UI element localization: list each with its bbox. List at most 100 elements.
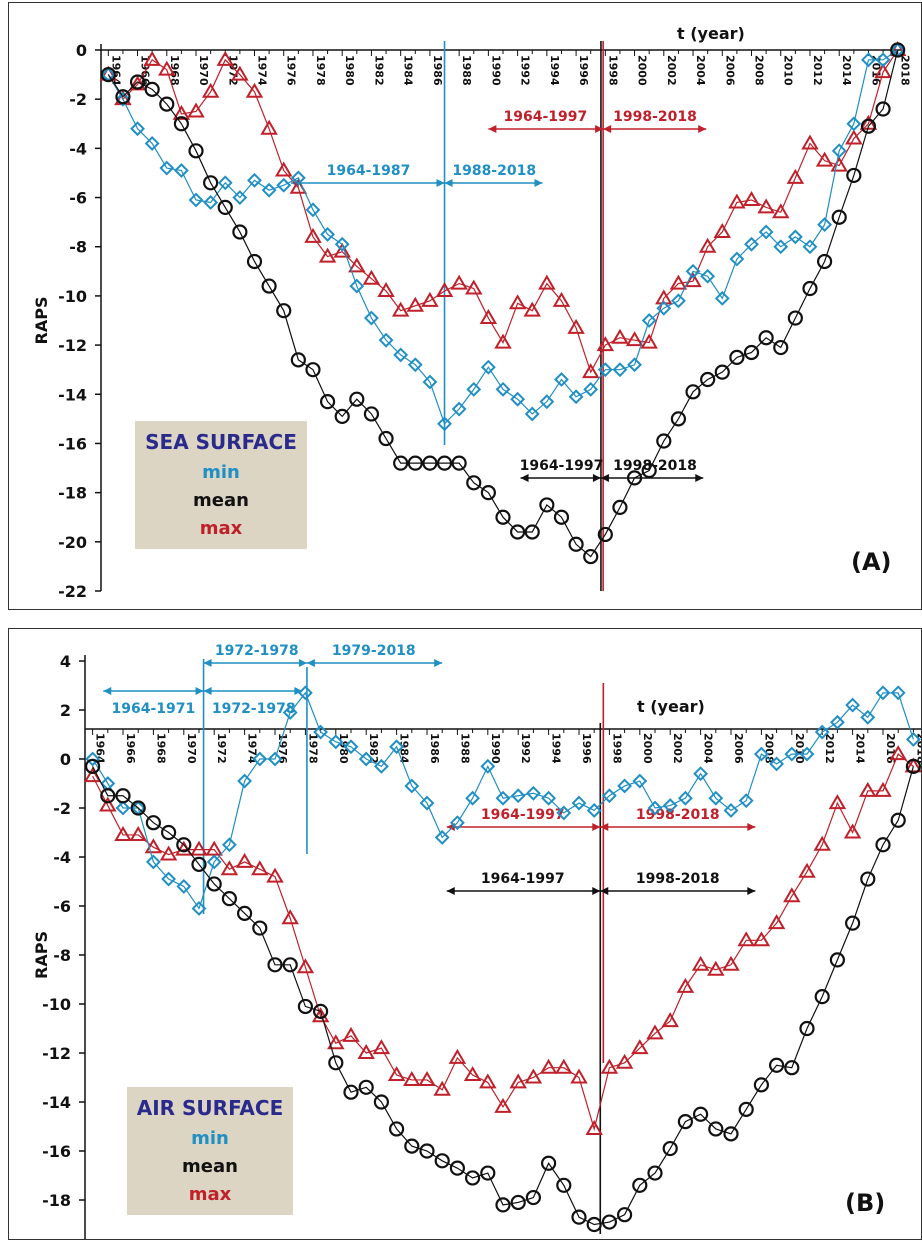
legend-max: max — [188, 1184, 232, 1205]
max-point — [523, 301, 541, 317]
max-point — [433, 1080, 451, 1096]
x-tick-label: 2004 — [694, 55, 707, 86]
mean-point — [176, 837, 192, 853]
max-point — [509, 1073, 527, 1089]
max-point — [260, 119, 278, 135]
mean-point — [556, 1177, 572, 1193]
max-point — [757, 198, 775, 214]
x-tick-label: 1990 — [489, 55, 502, 86]
max-point — [874, 63, 892, 79]
mean-point — [700, 371, 716, 388]
x-tick-label: 2002 — [665, 55, 678, 86]
min-point — [890, 685, 906, 701]
period-label: 1998-2018 — [636, 871, 720, 887]
min-point — [641, 313, 657, 328]
y-tick-label: -18 — [58, 484, 87, 503]
mean-point — [221, 891, 237, 907]
x-tick-label: 2008 — [753, 55, 766, 86]
mean-point — [510, 524, 526, 540]
mean-point — [451, 455, 467, 471]
min-point — [685, 263, 701, 279]
min-point — [617, 778, 633, 794]
x-tick-label: 1992 — [519, 55, 532, 86]
mean-point — [510, 1194, 526, 1211]
min-point — [358, 751, 374, 767]
legend-a: SEA SURFACE min mean max — [135, 421, 307, 549]
min-point — [744, 236, 759, 252]
min-point — [846, 116, 862, 132]
max-point — [387, 1066, 406, 1082]
mean-point — [601, 1214, 618, 1230]
max-point — [552, 291, 571, 307]
mean-point — [276, 303, 292, 319]
x-tick-label: 1990 — [489, 733, 502, 764]
x-tick-label: 2000 — [641, 733, 654, 764]
mean-point — [692, 1106, 709, 1122]
mean-point — [282, 957, 298, 973]
min-point — [787, 229, 803, 245]
max-point — [698, 237, 717, 253]
max-point — [676, 977, 695, 993]
max-point — [640, 333, 658, 349]
mean-point — [758, 330, 774, 346]
min-point — [829, 714, 845, 730]
mean-point — [319, 394, 336, 410]
period-label: 1998-2018 — [636, 807, 720, 823]
y-tick-label: -8 — [69, 238, 87, 257]
mean-point — [641, 462, 657, 479]
legend-title: SEA SURFACE — [145, 430, 297, 454]
x-tick-label: 1988 — [458, 733, 471, 764]
min-point — [554, 372, 569, 387]
min-point — [875, 685, 891, 701]
x-tick-label: 1986 — [431, 55, 444, 86]
max-point — [311, 1007, 330, 1023]
y-tick-label: -2 — [69, 90, 87, 109]
min-point — [237, 773, 253, 789]
arrow-head-right — [595, 125, 604, 133]
min-point — [556, 805, 572, 821]
arrow-head-right — [195, 687, 204, 695]
x-tick-label: 1996 — [580, 733, 593, 764]
max-point — [251, 860, 269, 876]
x-tick-label: 1984 — [402, 55, 415, 86]
max-point — [742, 191, 761, 207]
legend-mean: mean — [193, 490, 249, 511]
max-point — [129, 825, 147, 841]
min-point — [831, 143, 847, 159]
min-point — [753, 746, 769, 762]
x-tick-label: 1970 — [185, 733, 198, 764]
min-point — [525, 785, 541, 801]
min-point — [437, 416, 452, 432]
min-point — [449, 815, 465, 831]
min-point — [510, 391, 526, 407]
max-point — [114, 825, 132, 841]
max-point — [786, 168, 805, 184]
period-label: 1964-1997 — [520, 458, 604, 474]
min-point — [434, 829, 450, 845]
series-line-max — [107, 49, 899, 374]
y-tick-label: -16 — [42, 1142, 71, 1161]
arrow-head-left — [203, 659, 212, 667]
x-axis-label: t (year) — [677, 24, 745, 43]
min-point — [305, 202, 321, 218]
min-point — [451, 401, 467, 417]
x-tick-label: 1998 — [606, 55, 619, 86]
mean-point — [237, 905, 253, 921]
max-point — [596, 336, 615, 352]
mean-point — [714, 364, 730, 380]
mean-point — [743, 344, 760, 361]
max-point — [752, 931, 771, 947]
max-point — [669, 274, 688, 290]
max-point — [570, 1068, 588, 1084]
x-tick-label: 2002 — [671, 733, 684, 764]
mean-point — [246, 253, 263, 270]
mean-point — [632, 1177, 648, 1193]
period-label: 1979-2018 — [332, 643, 416, 659]
panel-a-sea-surface: 0 -2 -4 -6 -8 -10 -12 -14 -16 -18 -20 -22 RAPS 1964 19… — [8, 2, 922, 610]
mean-point — [597, 526, 613, 543]
min-point — [130, 121, 145, 137]
x-tick-label: 2014 — [840, 55, 853, 86]
x-tick-label: 2018 — [914, 733, 921, 764]
min-point — [708, 790, 724, 806]
min-point — [173, 163, 189, 178]
